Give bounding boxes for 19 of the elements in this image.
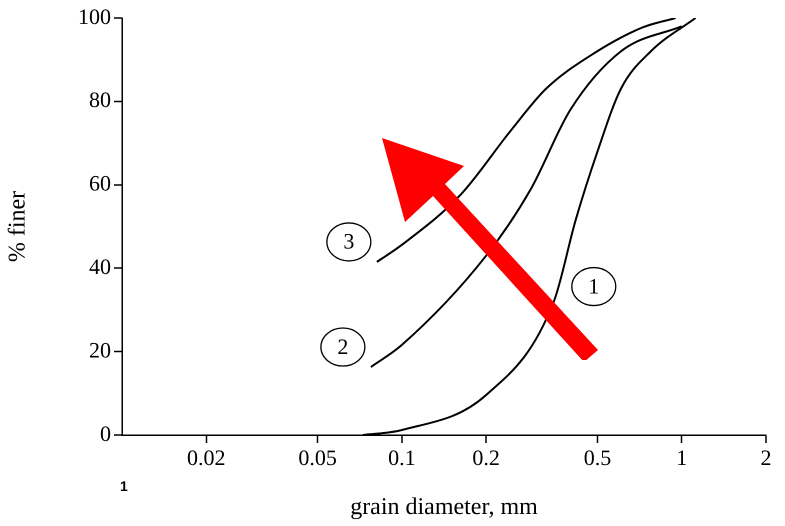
y-tick-label: 20 — [89, 337, 111, 362]
x-tick-label: 0.05 — [298, 444, 337, 470]
y-tick-label: 0 — [100, 420, 111, 446]
x-tick-label: 0.02 — [187, 444, 226, 470]
y-tick-label: 80 — [89, 87, 111, 112]
x-tick-label: 0.1 — [388, 444, 416, 470]
text: 1 — [120, 478, 128, 494]
series-label: 2 — [337, 334, 348, 359]
x-tick-label: 0.2 — [472, 444, 500, 470]
series-label: 3 — [343, 228, 354, 254]
x-tick-label: 1 — [676, 444, 688, 470]
y-tick-label: 60 — [89, 170, 111, 196]
series-label: 1 — [588, 273, 600, 298]
y-tick-label: 100 — [78, 4, 111, 29]
y-tick-label: 40 — [89, 254, 111, 279]
x-axis-title: grain diameter, mm — [350, 494, 538, 520]
x-tick-label: 0.5 — [584, 444, 612, 470]
x-tick-label: 2 — [760, 444, 772, 470]
y-axis-title: % finer — [4, 190, 31, 262]
